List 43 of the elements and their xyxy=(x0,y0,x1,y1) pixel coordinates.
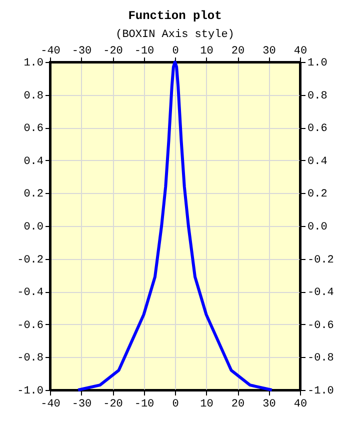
x2-tick-label: -30 xyxy=(72,398,92,410)
x2-tick-label: 30 xyxy=(262,398,276,410)
y-tick-label: 0.2 xyxy=(24,188,44,201)
y2-tick-label: 0.2 xyxy=(308,188,328,201)
y-tick-label: -0.8 xyxy=(17,352,44,365)
y2-tick-label: 0.4 xyxy=(308,156,328,168)
y-tick-label: -0.6 xyxy=(17,320,44,332)
y2-tick-label: 0.6 xyxy=(308,123,328,136)
x-tick-label: -30 xyxy=(72,46,92,58)
y2-tick-label: 0.8 xyxy=(308,90,328,102)
x2-tick-label: 0 xyxy=(172,398,179,410)
x-tick-label: 0 xyxy=(172,46,179,58)
x2-tick-label: -20 xyxy=(103,398,123,410)
y-tick-label: 0.0 xyxy=(24,222,44,234)
x-tick-label: 40 xyxy=(294,46,308,58)
y2-tick-label: -0.4 xyxy=(308,287,334,300)
y-tick-label: 1.0 xyxy=(24,58,44,70)
x2-tick-label: -40 xyxy=(40,398,60,410)
y-tick-label: -0.4 xyxy=(17,287,44,300)
y-tick-label: 0.4 xyxy=(24,156,44,168)
y2-tick-label: -0.6 xyxy=(308,320,334,332)
y2-tick-label: -1.0 xyxy=(308,386,334,398)
x-tick-label: 10 xyxy=(200,46,214,58)
y2-tick-label: -0.2 xyxy=(308,254,334,266)
x2-tick-label: -10 xyxy=(134,398,154,410)
x-tick-label: -20 xyxy=(103,46,123,58)
x-tick-label: 20 xyxy=(231,46,245,58)
y-tick-label: 0.6 xyxy=(24,123,44,136)
chart-subtitle: (BOXIN Axis style) xyxy=(116,29,234,41)
x-tick-label: -40 xyxy=(40,46,60,58)
y-tick-label: 0.8 xyxy=(24,90,44,102)
y2-tick-label: 0.0 xyxy=(308,222,328,234)
y2-tick-label: -0.8 xyxy=(308,352,334,365)
y2-tick-label: 1.0 xyxy=(308,58,328,70)
x-tick-label: 30 xyxy=(262,46,276,58)
line-series xyxy=(76,60,274,392)
x2-tick-label: 20 xyxy=(231,398,245,410)
y-tick-label: -0.2 xyxy=(17,254,44,266)
x2-tick-label: 40 xyxy=(294,398,308,410)
chart-title: Function plot xyxy=(128,9,222,23)
x2-tick-label: 10 xyxy=(200,398,214,410)
x-tick-label: -10 xyxy=(134,46,154,58)
y-tick-label: -1.0 xyxy=(17,386,44,398)
